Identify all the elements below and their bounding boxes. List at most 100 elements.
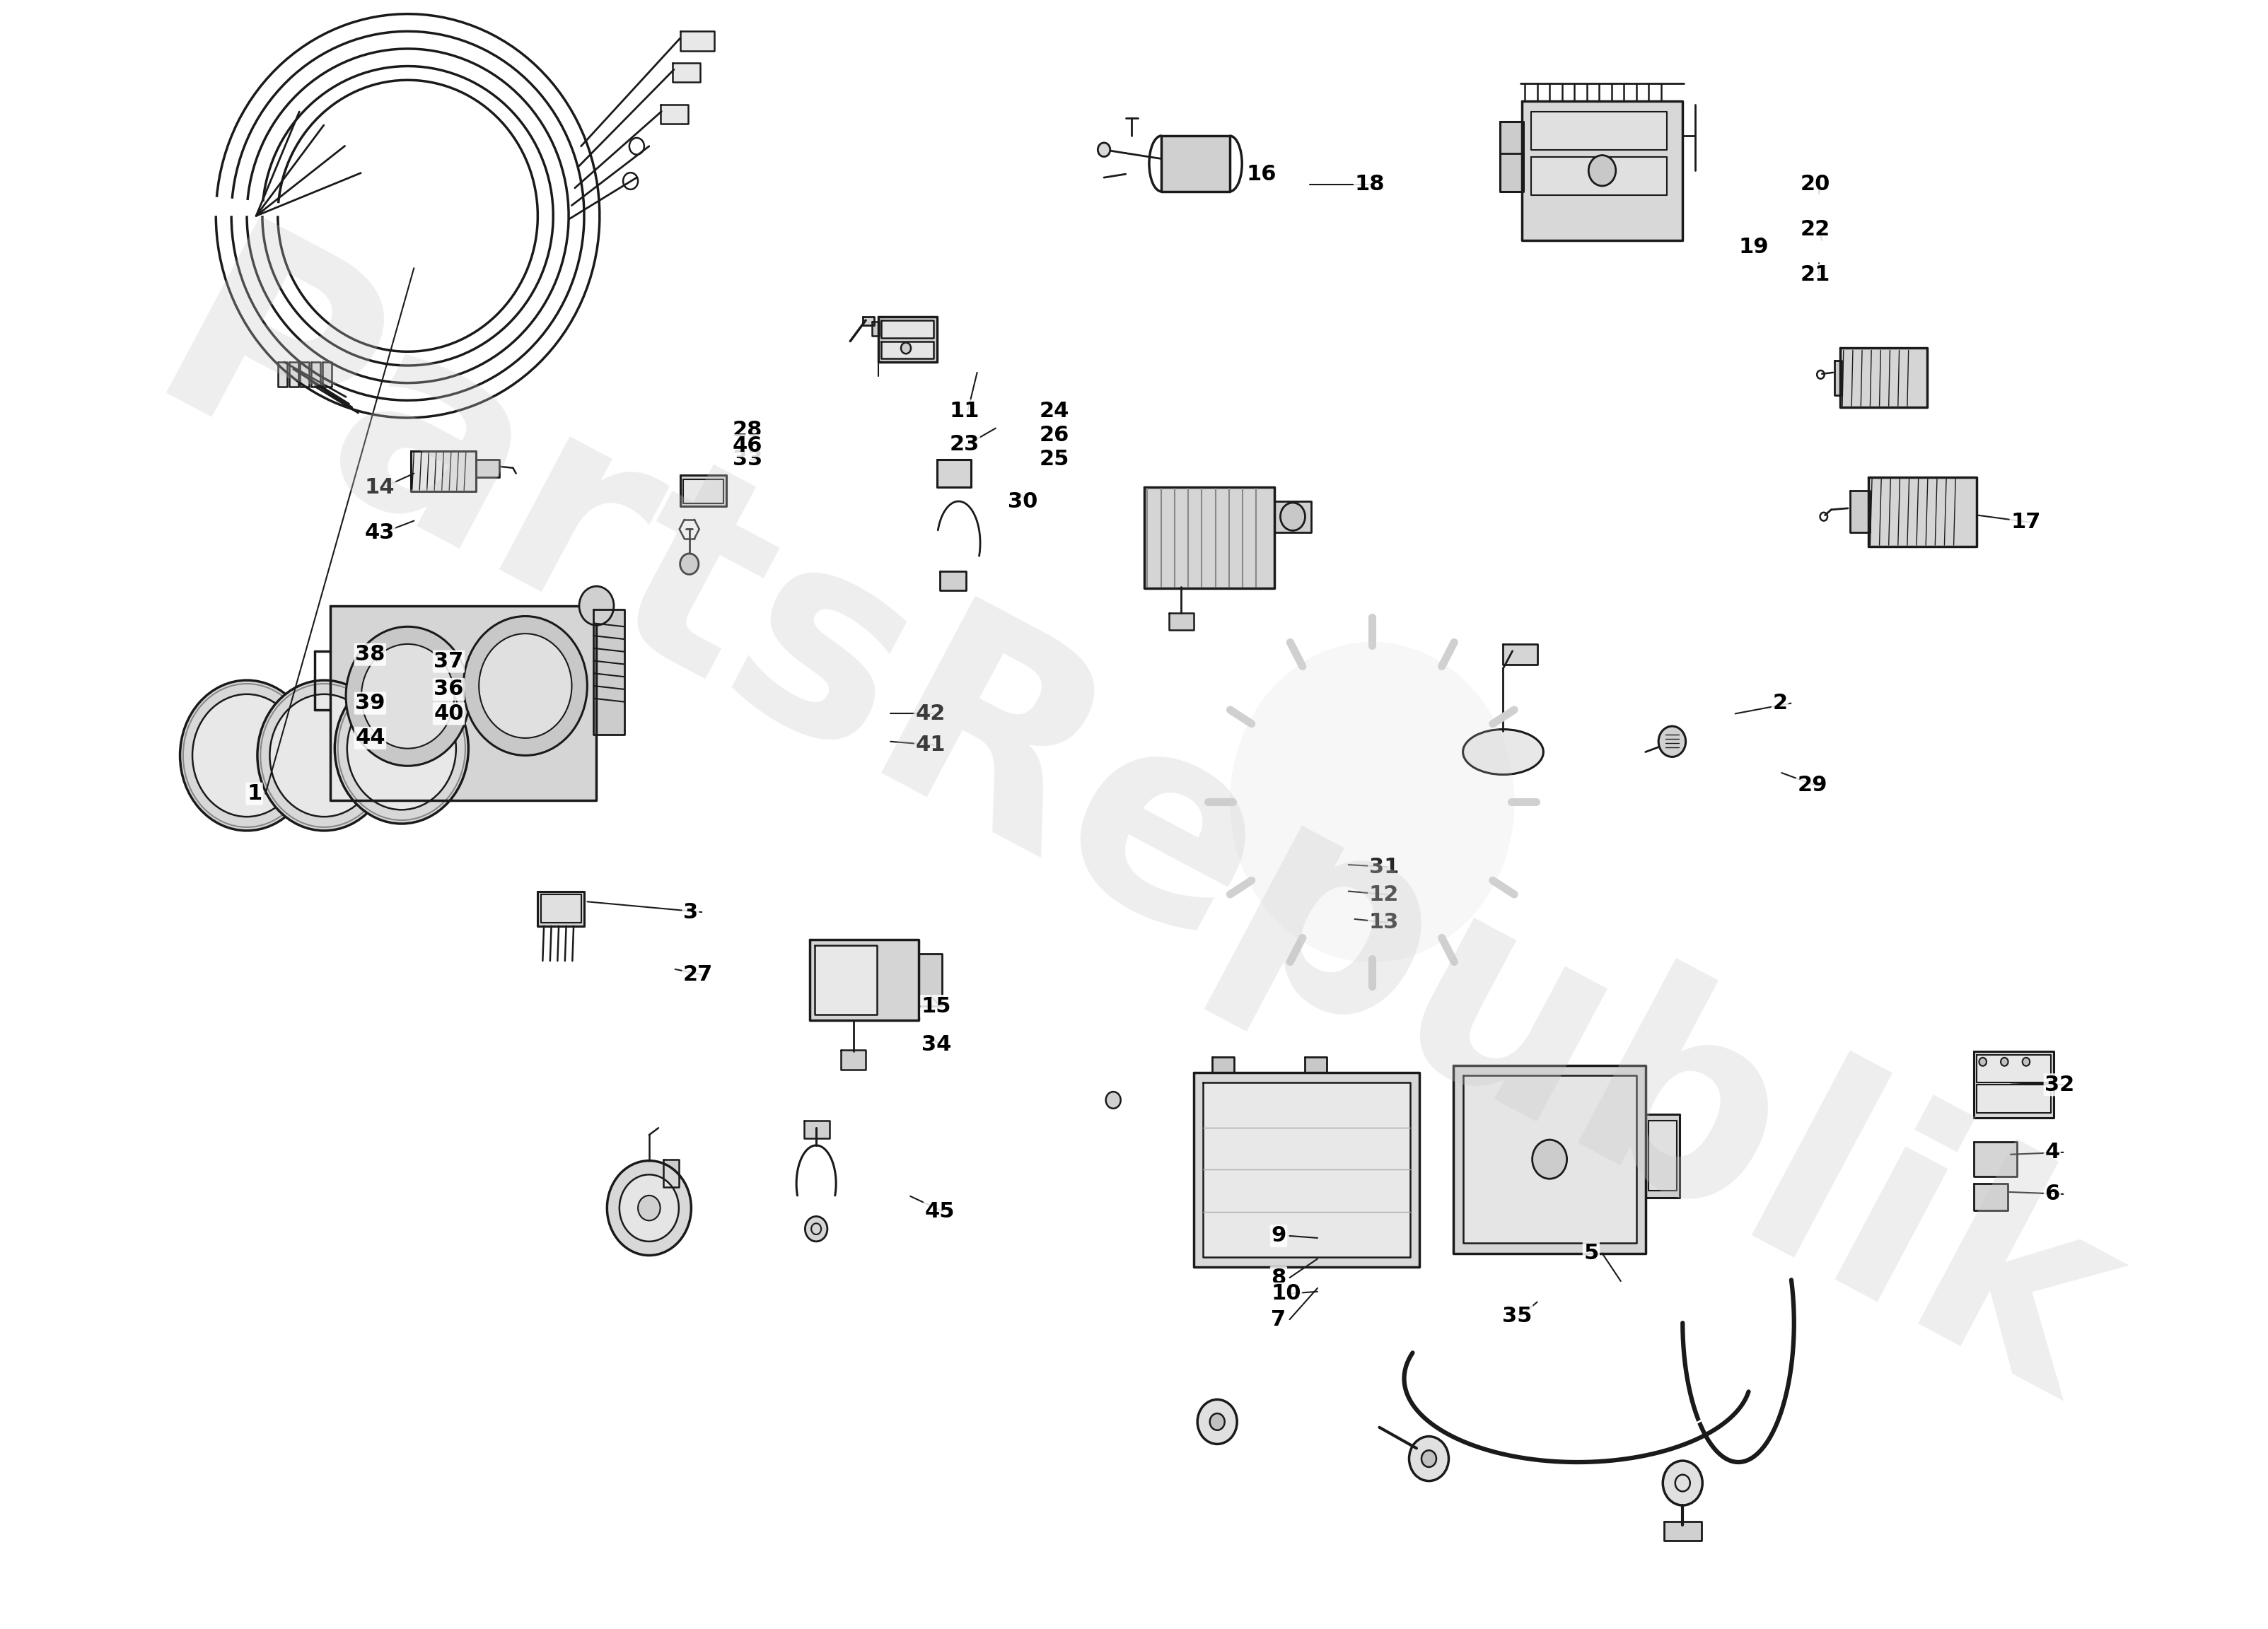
Text: 38: 38 xyxy=(356,643,386,665)
Ellipse shape xyxy=(1463,730,1545,775)
Polygon shape xyxy=(814,945,878,1015)
Polygon shape xyxy=(1499,122,1524,192)
Circle shape xyxy=(1588,155,1615,186)
Circle shape xyxy=(193,694,302,816)
Text: 31: 31 xyxy=(1370,857,1399,876)
Polygon shape xyxy=(862,316,873,326)
Text: 42: 42 xyxy=(916,704,946,723)
Polygon shape xyxy=(841,1051,866,1070)
Circle shape xyxy=(361,643,454,748)
Text: 8: 8 xyxy=(1270,1267,1286,1289)
Polygon shape xyxy=(1978,1056,2050,1083)
Text: 36: 36 xyxy=(433,679,463,699)
Circle shape xyxy=(347,687,456,810)
Polygon shape xyxy=(919,955,941,1007)
Polygon shape xyxy=(683,479,723,503)
Polygon shape xyxy=(1973,1051,2055,1117)
Polygon shape xyxy=(1869,477,1978,547)
Text: 22: 22 xyxy=(1801,220,1830,239)
Polygon shape xyxy=(1531,111,1667,150)
Polygon shape xyxy=(1647,1114,1681,1197)
Polygon shape xyxy=(1193,1072,1420,1267)
Polygon shape xyxy=(674,62,701,81)
Text: 30: 30 xyxy=(1007,490,1039,512)
Circle shape xyxy=(1533,1140,1567,1179)
Circle shape xyxy=(1408,1437,1449,1481)
Text: 35: 35 xyxy=(1501,1306,1531,1326)
Text: 9: 9 xyxy=(1270,1225,1286,1246)
Text: 21: 21 xyxy=(1801,266,1830,285)
Circle shape xyxy=(1980,1057,1987,1065)
Text: 20: 20 xyxy=(1801,174,1830,195)
Polygon shape xyxy=(882,340,934,358)
Polygon shape xyxy=(331,606,596,801)
Circle shape xyxy=(1209,1414,1225,1430)
Circle shape xyxy=(270,694,379,816)
Text: 25: 25 xyxy=(1039,450,1068,469)
Polygon shape xyxy=(662,1160,678,1188)
Polygon shape xyxy=(299,362,308,386)
Text: 13: 13 xyxy=(1370,912,1399,933)
Polygon shape xyxy=(1504,643,1538,665)
Circle shape xyxy=(1229,642,1515,963)
Text: 11: 11 xyxy=(950,401,980,420)
Circle shape xyxy=(1662,1461,1703,1505)
Circle shape xyxy=(680,554,699,575)
Polygon shape xyxy=(411,451,476,492)
Text: 33: 33 xyxy=(733,450,762,469)
Polygon shape xyxy=(594,609,624,735)
Text: 2: 2 xyxy=(1771,692,1787,714)
Polygon shape xyxy=(1213,1057,1234,1072)
Polygon shape xyxy=(1454,1065,1647,1253)
Polygon shape xyxy=(1973,1142,2016,1176)
Text: 24: 24 xyxy=(1039,401,1068,420)
Circle shape xyxy=(463,616,587,756)
Circle shape xyxy=(619,1175,678,1241)
Polygon shape xyxy=(878,316,937,362)
Polygon shape xyxy=(1839,349,1928,407)
Circle shape xyxy=(1422,1450,1436,1468)
Text: 1: 1 xyxy=(247,784,261,805)
Text: 7: 7 xyxy=(1270,1310,1286,1329)
Text: 26: 26 xyxy=(1039,425,1068,445)
Circle shape xyxy=(479,634,572,738)
Text: 18: 18 xyxy=(1354,174,1386,195)
Text: 34: 34 xyxy=(921,1034,950,1054)
Polygon shape xyxy=(871,321,880,336)
Text: 3: 3 xyxy=(683,902,699,922)
Circle shape xyxy=(345,627,469,766)
Circle shape xyxy=(805,1217,828,1241)
Text: 37: 37 xyxy=(433,652,463,671)
Text: 41: 41 xyxy=(916,735,946,756)
Text: 14: 14 xyxy=(365,477,395,497)
Polygon shape xyxy=(1531,156,1667,195)
Polygon shape xyxy=(882,321,934,337)
Polygon shape xyxy=(1835,360,1842,396)
Polygon shape xyxy=(322,362,331,386)
Polygon shape xyxy=(1168,613,1193,630)
Polygon shape xyxy=(1973,1184,2007,1210)
Polygon shape xyxy=(1649,1121,1676,1191)
Polygon shape xyxy=(1145,487,1275,588)
Text: 44: 44 xyxy=(356,728,386,748)
Circle shape xyxy=(608,1161,692,1256)
Text: 10: 10 xyxy=(1270,1284,1302,1303)
Text: 17: 17 xyxy=(2012,512,2041,533)
Text: 29: 29 xyxy=(1796,775,1828,795)
Circle shape xyxy=(578,586,615,626)
Circle shape xyxy=(179,681,313,831)
Polygon shape xyxy=(1161,135,1229,192)
Polygon shape xyxy=(810,940,919,1020)
Polygon shape xyxy=(476,459,499,477)
Polygon shape xyxy=(288,362,297,386)
Polygon shape xyxy=(803,1121,830,1139)
Polygon shape xyxy=(1665,1521,1701,1541)
Polygon shape xyxy=(1304,1057,1327,1072)
Polygon shape xyxy=(1978,1085,2050,1113)
Text: 40: 40 xyxy=(433,704,463,723)
Circle shape xyxy=(2023,1057,2030,1065)
Polygon shape xyxy=(538,891,585,925)
Text: 32: 32 xyxy=(2046,1075,2075,1095)
Text: 5: 5 xyxy=(1583,1243,1599,1264)
Text: 43: 43 xyxy=(365,523,395,542)
